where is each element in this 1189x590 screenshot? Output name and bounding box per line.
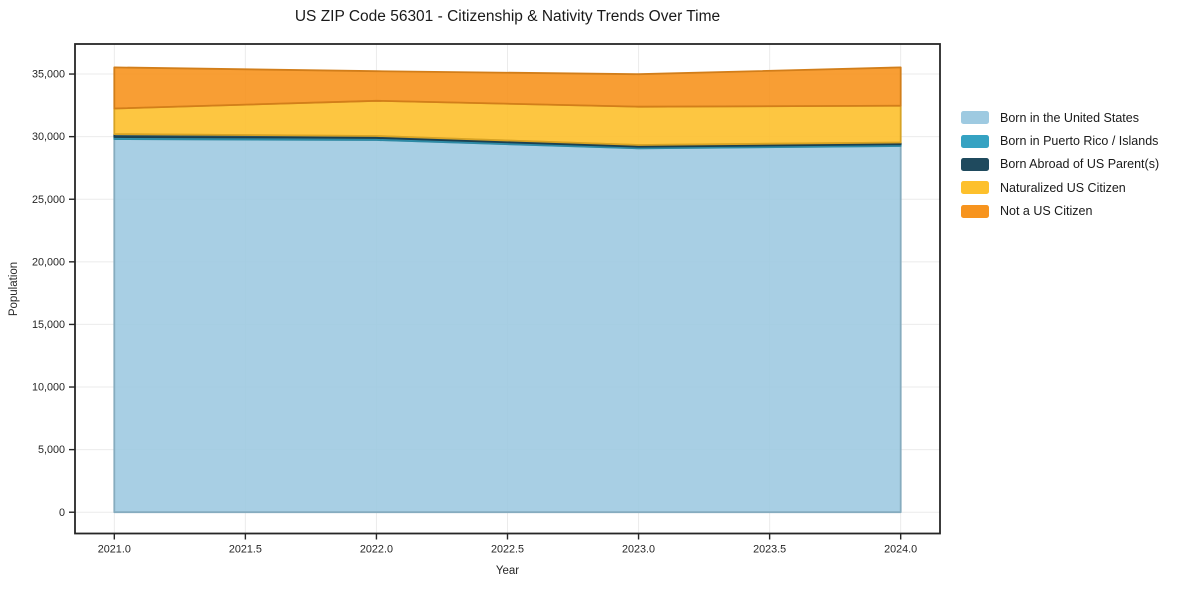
x-tick-label: 2022.5	[491, 544, 524, 556]
legend-label: Born in the United States	[1000, 110, 1139, 125]
tick-labels: 0 5,000 10,000 15,000 20,000 25,000 30,000 35,0…	[32, 69, 917, 556]
x-tick-label: 2023.5	[753, 544, 786, 556]
axis-ticks	[69, 73, 902, 540]
legend-label: Born in Puerto Rico / Islands	[1000, 134, 1159, 149]
y-tick-label: 10,000	[32, 382, 65, 394]
legend-item: Born in the United States	[961, 106, 1159, 129]
area-born-in-the-united-states	[113, 138, 902, 514]
legend-label: Naturalized US Citizen	[1000, 180, 1126, 195]
legend: Born in the United States Born in Puerto …	[961, 106, 1159, 223]
area-not-a-us-citizen	[113, 66, 902, 110]
chart-title: US ZIP Code 56301 - Citizenship & Nativi…	[294, 8, 721, 25]
y-tick-label: 5,000	[38, 444, 65, 456]
y-tick-label: 30,000	[32, 131, 65, 143]
x-tick-label: 2021.5	[229, 544, 262, 556]
x-tick-label: 2021.0	[98, 544, 131, 556]
legend-label: Born Abroad of US Parent(s)	[1000, 157, 1160, 172]
legend-item: Not a US Citizen	[961, 200, 1159, 223]
legend-swatch	[961, 134, 989, 148]
y-tick-label: 20,000	[32, 256, 65, 268]
y-axis-label: Population	[8, 261, 20, 317]
y-tick-label: 25,000	[32, 194, 65, 206]
x-tick-label: 2024.0	[884, 544, 917, 556]
y-tick-label: 15,000	[32, 319, 65, 331]
legend-item: Born in Puerto Rico / Islands	[961, 129, 1159, 152]
x-tick-label: 2022.0	[360, 544, 393, 556]
x-axis-label: Year	[495, 565, 520, 577]
y-tick-label: 35,000	[32, 69, 65, 81]
legend-item: Born Abroad of US Parent(s)	[961, 153, 1159, 176]
legend-swatch	[961, 111, 989, 125]
legend-swatch	[961, 181, 989, 195]
legend-item: Naturalized US Citizen	[961, 176, 1159, 199]
x-tick-label: 2023.0	[622, 544, 655, 556]
legend-label: Not a US Citizen	[1000, 204, 1093, 219]
legend-swatch	[961, 157, 989, 171]
legend-swatch	[961, 204, 989, 218]
y-tick-label: 0	[59, 507, 65, 519]
